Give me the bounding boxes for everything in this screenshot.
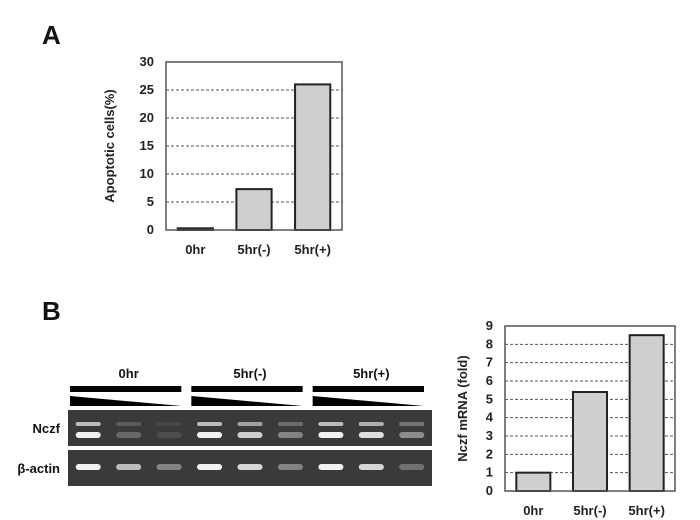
y-tick-label: 5 (147, 194, 154, 209)
bar-5hr(+) (628, 334, 665, 492)
gel-row (68, 410, 432, 446)
gel-band (237, 432, 263, 438)
gel-band (277, 464, 303, 470)
gel-band (237, 464, 263, 470)
gel-band (399, 422, 425, 426)
dilution-bar (70, 386, 182, 392)
gel-band (197, 432, 223, 438)
y-tick-label: 1 (486, 465, 493, 480)
y-tick-label: 15 (140, 138, 154, 153)
y-tick-label: 9 (486, 318, 493, 333)
gel-band (156, 432, 182, 438)
y-tick-label: 3 (486, 428, 493, 443)
gel-image: 0hr 5hr(-) 5hr(+) Nczf β-actin (17, 366, 432, 486)
y-tick-label: 5 (486, 391, 493, 406)
plot-frame (165, 61, 343, 231)
y-tick-label: 10 (140, 166, 154, 181)
y-tick-label: 6 (486, 373, 493, 388)
y-tick-label: 8 (486, 336, 493, 351)
dilution-bar (191, 386, 303, 392)
gel-band (318, 422, 344, 426)
dilution-wedge (312, 396, 424, 406)
gel-band (358, 464, 384, 470)
gel-band (318, 432, 344, 438)
gel-band (237, 422, 263, 426)
gel-band (116, 432, 142, 438)
bar-0hr (515, 471, 552, 492)
bar-5hr(-) (235, 188, 273, 231)
y-tick-label: 0 (147, 222, 154, 237)
gel-band (277, 422, 303, 426)
gel-band (116, 464, 142, 470)
gel-band (358, 432, 384, 438)
gel-band (399, 432, 425, 438)
x-tick-label: 5hr(-) (237, 242, 270, 257)
gel-band (75, 432, 101, 438)
gel-band (277, 432, 303, 438)
row-label: Nczf (33, 421, 61, 436)
y-tick-label: 30 (140, 54, 154, 69)
y-tick-label: 25 (140, 82, 154, 97)
panel-label-a: A (42, 20, 61, 50)
gel-band (197, 422, 223, 426)
gel-band (197, 464, 223, 470)
x-tick-label: 5hr(+) (294, 242, 330, 257)
dilution-wedge (191, 396, 303, 406)
gel-band (358, 422, 384, 426)
gel-band (318, 464, 344, 470)
dilution-wedge (70, 396, 182, 406)
lane-label: 5hr(-) (233, 366, 266, 381)
y-tick-label: 2 (486, 446, 493, 461)
plot-frame (504, 325, 676, 492)
gel-band (75, 464, 101, 470)
bar-5hr(-) (572, 391, 608, 492)
bar-5hr(+) (294, 83, 332, 232)
gel-band (399, 464, 425, 470)
gel-band (156, 422, 182, 426)
chart-nczf-mrna: 0 1 2 3 4 5 6 7 8 9 0hr 5hr(-) 5hr(+) Nczf mRNA (fold… (455, 318, 676, 518)
dilution-bar (312, 386, 424, 392)
x-tick-label: 5hr(-) (573, 503, 606, 518)
gel-band (116, 422, 142, 426)
panel-label-b: B (42, 296, 61, 326)
row-label: β-actin (17, 461, 60, 476)
gel-band (75, 422, 101, 426)
y-tick-label: 20 (140, 110, 154, 125)
y-tick-label: 7 (486, 355, 493, 370)
gel-band (156, 464, 182, 470)
chart-apoptotic-cells: 0 5 10 15 20 25 30 0hr 5hr(-) 5hr(+) Apoptotic cel… (102, 54, 343, 257)
y-axis-label: Apoptotic cells(%) (102, 89, 117, 202)
x-tick-label: 0hr (523, 503, 543, 518)
lane-label: 0hr (119, 366, 139, 381)
y-tick-label: 4 (486, 410, 494, 425)
x-tick-label: 5hr(+) (628, 503, 664, 518)
y-axis-label: Nczf mRNA (fold) (455, 355, 470, 461)
lane-label: 5hr(+) (353, 366, 389, 381)
y-tick-label: 0 (486, 483, 493, 498)
x-tick-label: 0hr (185, 242, 205, 257)
